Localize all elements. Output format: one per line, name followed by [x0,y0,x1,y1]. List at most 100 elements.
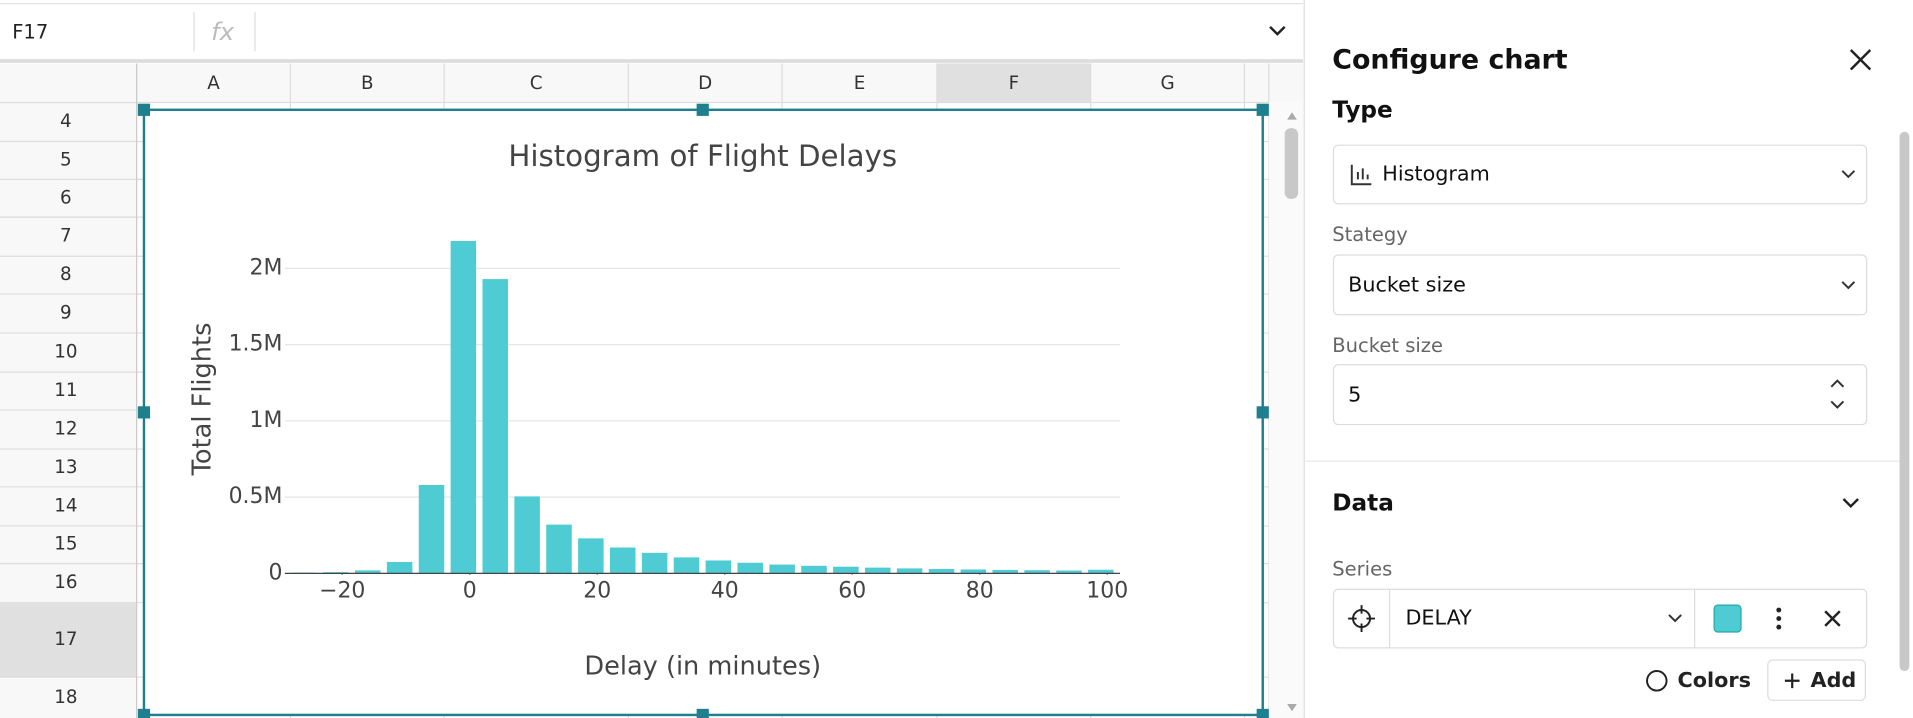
row-header: 14 [54,495,77,516]
x-tick-label: 100 [1086,579,1128,604]
type-dropdown[interactable] [1332,144,1868,205]
bar [641,552,668,574]
bar [514,496,540,574]
panel-scrollbar[interactable] [1899,131,1910,672]
row-header: 18 [54,687,77,708]
bar [1024,570,1050,574]
colors-button[interactable]: Colors [1646,668,1751,692]
chart-frame[interactable] [142,108,1264,717]
bar [609,547,636,574]
strategy-value: Bucket size [1348,272,1466,296]
strategy-label: Stategy [1332,223,1408,246]
selected-column [936,63,1091,103]
resize-handle [696,708,709,718]
histogram-icon [1350,164,1372,186]
bar [896,568,923,574]
chevron [1668,614,1682,623]
bar [705,560,732,574]
scrollbar-thumb[interactable] [1284,128,1299,199]
column-header: C [530,73,543,94]
bar [354,570,381,574]
row-header: 11 [54,380,77,401]
color-swatch[interactable] [1713,604,1742,633]
formula-bar [0,0,1303,64]
bar [1056,570,1082,574]
colors-text: Colors [1678,668,1751,692]
crosshair-icon[interactable] [1348,605,1375,632]
bar [578,538,604,574]
y-tick-label: 0.5M [229,484,283,509]
column-header: E [854,73,866,94]
collapse-icon[interactable] [1842,498,1859,509]
bar [801,565,827,574]
expand-icon[interactable] [1269,25,1286,36]
x-tick-label: 40 [711,579,739,604]
add-button[interactable] [1767,659,1867,701]
bar [323,572,349,574]
resize-handle [1256,708,1269,718]
column-header: F [1009,73,1020,94]
chevron [1841,281,1856,290]
bar [833,566,859,574]
bar [482,279,508,574]
plot-area: 0 0.5M 1M 1.5M 2M −20 0 20 40 60 80 100 [229,240,1128,604]
y-tick-label: 0 [268,560,282,585]
bar [928,568,955,574]
bar [1088,569,1114,574]
row-header: 4 [60,111,72,132]
row-header: 8 [60,264,72,285]
resize-handle [1256,103,1269,116]
y-axis-title: Total Flights [188,323,218,477]
row-header: 6 [60,187,72,208]
data-heading: Data [1332,489,1394,516]
resize-handle [137,708,151,718]
x-tick-label: 60 [838,579,866,604]
row-header: 17 [54,629,77,650]
y-tick-label: 2M [250,255,283,280]
row-header: 15 [54,534,77,555]
bucket-size-value: 5 [1348,382,1361,406]
fx-icon: fx [211,17,235,46]
bar [386,561,413,574]
bar [769,564,795,574]
x-tick-label: −20 [319,579,365,604]
resize-handle [137,103,151,116]
row-header: 12 [54,418,77,439]
x-axis-title: Delay (in minutes) [584,651,821,681]
y-tick-label: 1.5M [229,332,283,357]
remove-series[interactable] [1824,610,1841,627]
more-button[interactable] [1776,607,1782,630]
column-header: A [207,73,220,94]
type-value: Histogram [1382,161,1490,185]
bar [418,484,445,574]
resize-handles[interactable] [137,103,1269,718]
resize-handle [1256,406,1269,419]
column-header: D [698,73,712,94]
series-label: Series [1332,557,1392,580]
strategy-dropdown[interactable] [1332,254,1868,316]
cell-reference[interactable]: F17 [12,20,48,43]
y-tick-label: 1M [250,408,283,433]
series-value[interactable]: DELAY [1405,606,1472,630]
row-header: 5 [60,149,72,170]
type-label: Type [1332,97,1392,124]
chart-title: Histogram of Flight Delays [508,139,897,173]
bar [673,557,700,574]
close-button[interactable] [1849,49,1872,71]
scrollbar [1268,102,1303,718]
add-icon [1784,673,1800,689]
panel-title: Configure chart [1332,45,1568,76]
bar [960,569,987,574]
x-tick-label: 80 [966,579,994,604]
bucket-size-label: Bucket size [1332,334,1443,357]
selected-row [0,602,137,678]
chevron [1841,170,1856,179]
bar [992,569,1018,574]
row-header: 9 [60,303,72,324]
bar [450,240,477,574]
stepper[interactable] [1830,379,1845,409]
bar [546,524,572,574]
row-header: 10 [54,342,77,363]
bucket-size-input[interactable] [1332,364,1868,426]
